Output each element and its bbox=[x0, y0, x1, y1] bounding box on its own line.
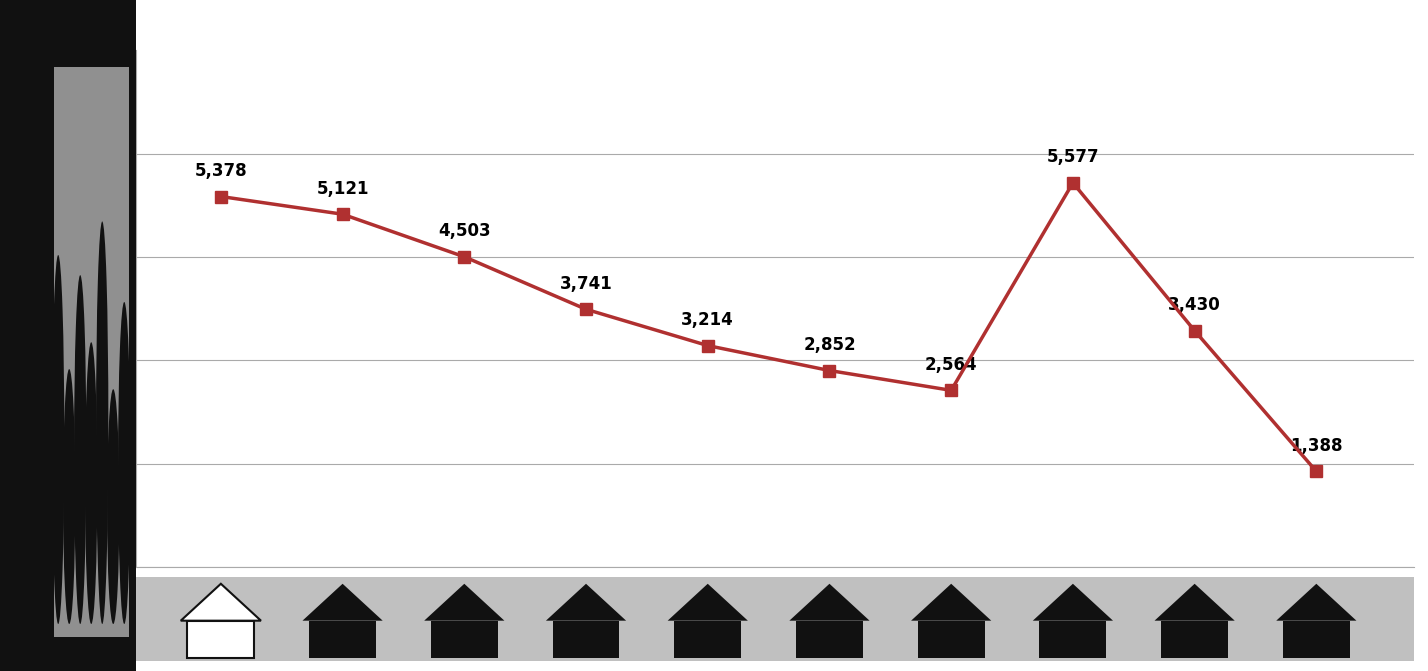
Text: 3,741: 3,741 bbox=[560, 274, 613, 293]
Text: 4,503: 4,503 bbox=[438, 222, 491, 240]
Text: 5,121: 5,121 bbox=[317, 180, 368, 197]
Text: 3,430: 3,430 bbox=[1168, 296, 1221, 314]
Text: 3,214: 3,214 bbox=[681, 311, 734, 329]
Text: 2,564: 2,564 bbox=[925, 356, 978, 374]
Text: 5,577: 5,577 bbox=[1047, 148, 1100, 166]
Text: 1,388: 1,388 bbox=[1289, 437, 1342, 455]
Text: 5,378: 5,378 bbox=[194, 162, 247, 180]
Text: 2,852: 2,852 bbox=[803, 336, 855, 354]
